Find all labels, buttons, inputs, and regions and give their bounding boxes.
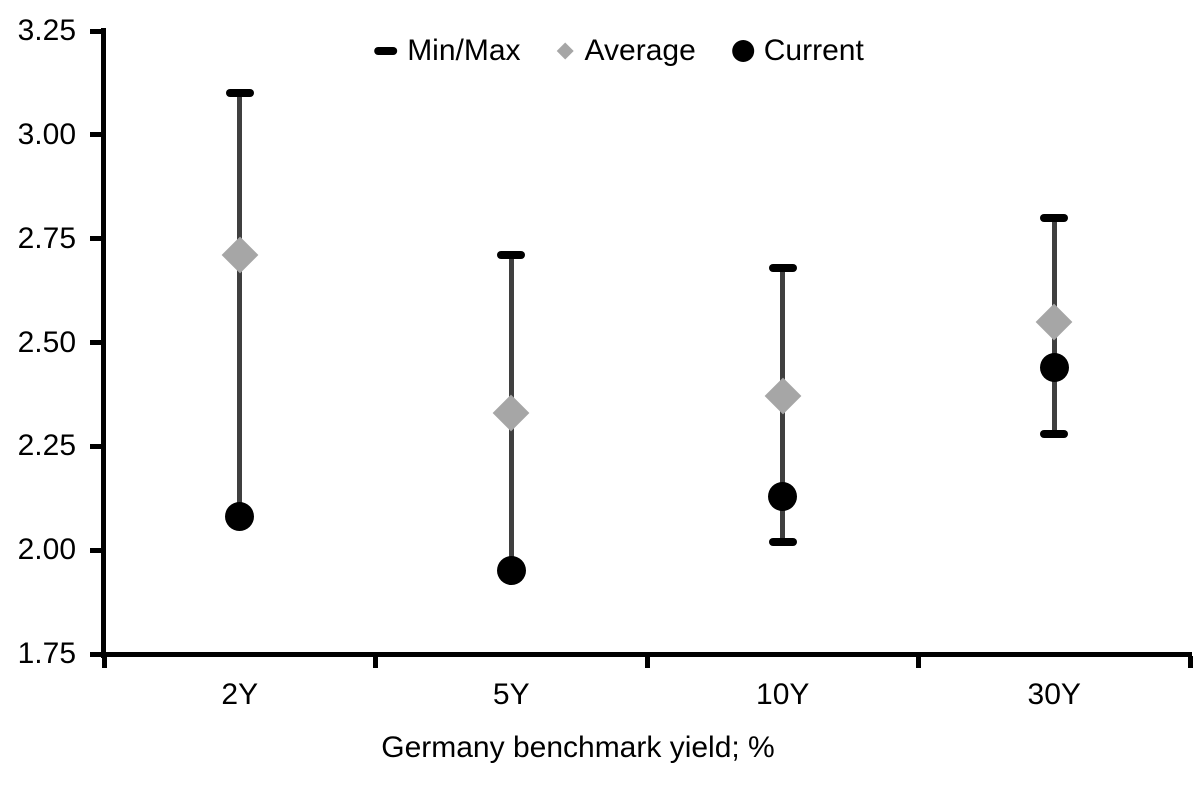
current-marker-5Y bbox=[496, 556, 526, 586]
min-cap-30Y bbox=[1040, 429, 1069, 438]
range-line-2Y bbox=[237, 93, 243, 517]
y-tick-label-2.00: 2.00 bbox=[17, 533, 76, 567]
legend-item-current: Current bbox=[731, 34, 864, 68]
max-cap-5Y bbox=[497, 251, 526, 260]
x-axis-label-10Y: 10Y bbox=[756, 678, 810, 711]
average-marker-2Y bbox=[221, 236, 259, 274]
current-marker-30Y bbox=[1039, 352, 1069, 382]
y-tick-label-1.75: 1.75 bbox=[17, 637, 76, 670]
legend-item-minmax: Min/Max bbox=[374, 34, 521, 68]
x-axis-label-30Y: 30Y bbox=[1027, 678, 1081, 711]
y-tick-2.25 bbox=[90, 443, 104, 449]
x-tick-0 bbox=[101, 656, 107, 668]
y-tick-label-3.25: 3.25 bbox=[17, 14, 76, 47]
max-cap-30Y bbox=[1040, 213, 1069, 222]
y-tick-label-2.50: 2.50 bbox=[17, 325, 76, 359]
x-tick-3 bbox=[916, 656, 921, 668]
max-cap-2Y bbox=[225, 89, 254, 98]
legend-label-average: Average bbox=[584, 34, 696, 67]
y-tick-label-2.75: 2.75 bbox=[17, 221, 76, 255]
max-cap-10Y bbox=[768, 263, 797, 272]
average-marker-30Y bbox=[1035, 303, 1073, 341]
legend-label-minmax: Min/Max bbox=[407, 34, 521, 67]
y-tick-3.00 bbox=[90, 132, 104, 138]
y-tick-label-2.25: 2.25 bbox=[17, 429, 76, 463]
x-axis-label-5Y: 5Y bbox=[492, 678, 530, 711]
average-marker-5Y bbox=[492, 394, 530, 432]
legend-item-average: Average bbox=[557, 34, 696, 68]
average-marker-10Y bbox=[764, 378, 802, 415]
x-axis-label-2Y: 2Y bbox=[221, 678, 259, 711]
minmax-dash-icon bbox=[374, 47, 398, 55]
min-cap-10Y bbox=[768, 537, 797, 546]
y-tick-label-3.00: 3.00 bbox=[17, 117, 76, 151]
y-tick-3.25 bbox=[90, 28, 104, 34]
legend-label-current: Current bbox=[763, 34, 864, 67]
x-tick-2 bbox=[644, 656, 650, 668]
y-tick-1.75 bbox=[90, 651, 104, 657]
current-marker-2Y bbox=[225, 502, 255, 532]
y-tick-2.50 bbox=[90, 340, 104, 345]
x-tick-4 bbox=[1187, 656, 1193, 668]
average-diamond-icon bbox=[557, 42, 575, 60]
x-axis-line bbox=[101, 651, 1192, 657]
y-tick-2.75 bbox=[90, 236, 104, 242]
x-axis-title: Germany benchmark yield; % bbox=[381, 731, 775, 764]
x-tick-1 bbox=[373, 656, 378, 668]
current-marker-10Y bbox=[768, 481, 798, 511]
y-tick-2.00 bbox=[90, 547, 104, 553]
legend: Min/Max Average Current bbox=[374, 34, 864, 68]
current-circle-icon bbox=[731, 40, 754, 62]
